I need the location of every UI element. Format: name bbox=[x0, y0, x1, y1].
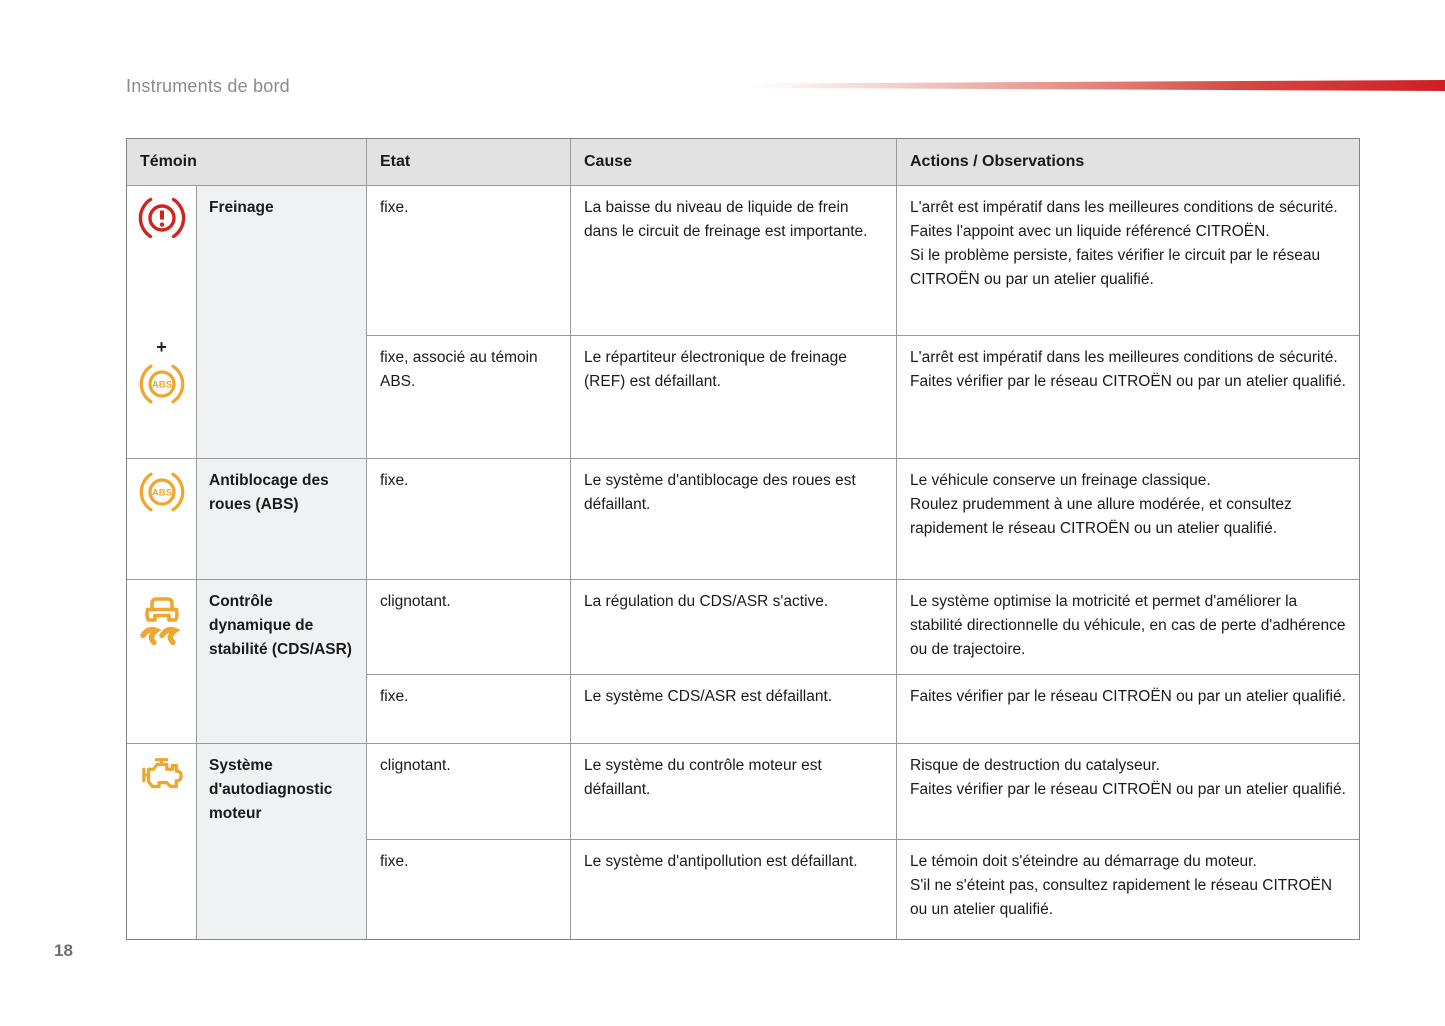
table-row-group-freinage: + ABS Freinage fixe. La baisse du niveau… bbox=[127, 186, 1359, 459]
abs-icon: ABS bbox=[139, 364, 184, 404]
table-row-group-moteur: Système d'autodiagnostic moteur clignota… bbox=[127, 744, 1359, 939]
column-header-temoin: Témoin bbox=[127, 139, 367, 185]
column-header-cause: Cause bbox=[571, 139, 897, 185]
temoin-icon-cell bbox=[127, 744, 197, 939]
svg-text:ABS: ABS bbox=[151, 487, 172, 498]
cause-cell: Le système CDS/ASR est défaillant. bbox=[571, 675, 897, 743]
temoin-name: Contrôle dynamique de stabilité (CDS/ASR… bbox=[197, 580, 367, 743]
temoin-name: Antiblocage des roues (ABS) bbox=[197, 459, 367, 579]
cause-cell: Le système d'antipollution est défaillan… bbox=[571, 840, 897, 939]
table-header-row: Témoin Etat Cause Actions / Observations bbox=[127, 139, 1359, 186]
etat-cell: clignotant. bbox=[367, 580, 571, 674]
etat-cell: fixe. bbox=[367, 840, 571, 939]
temoin-icon-cell bbox=[127, 580, 197, 743]
actions-cell: Risque de destruction du catalyseur. Fai… bbox=[910, 757, 1346, 799]
red-gradient-stripe bbox=[752, 80, 1445, 91]
table-row: fixe. Le système d'antipollution est déf… bbox=[367, 840, 1359, 939]
stability-control-icon bbox=[139, 597, 181, 646]
actions-cell: Le témoin doit s'éteindre au démarrage d… bbox=[910, 853, 1333, 919]
abs-icon: ABS bbox=[139, 472, 184, 512]
etat-cell: fixe. bbox=[367, 459, 571, 579]
etat-cell: clignotant. bbox=[367, 744, 571, 839]
column-header-etat: Etat bbox=[367, 139, 571, 185]
brake-warning-icon bbox=[138, 197, 185, 239]
actions-cell: Le véhicule conserve un freinage classiq… bbox=[910, 472, 1292, 538]
etat-cell: fixe. bbox=[367, 186, 571, 335]
cause-cell: Le système du contrôle moteur est défail… bbox=[571, 744, 897, 839]
table-row-group-cds-asr: Contrôle dynamique de stabilité (CDS/ASR… bbox=[127, 580, 1359, 744]
table-row: fixe. La baisse du niveau de liquide de … bbox=[367, 186, 1359, 336]
etat-cell: fixe, associé au témoin ABS. bbox=[367, 336, 571, 458]
table-row: clignotant. Le système du contrôle moteu… bbox=[367, 744, 1359, 840]
warning-lights-table: Témoin Etat Cause Actions / Observations… bbox=[126, 138, 1360, 940]
cause-cell: La régulation du CDS/ASR s'active. bbox=[571, 580, 897, 674]
cause-cell: Le répartiteur électronique de freinage … bbox=[571, 336, 897, 458]
page-number: 18 bbox=[54, 941, 73, 960]
plus-sign: + bbox=[156, 337, 167, 357]
table-row: fixe, associé au témoin ABS. Le répartit… bbox=[367, 336, 1359, 458]
table-row: clignotant. La régulation du CDS/ASR s'a… bbox=[367, 580, 1359, 675]
actions-cell: L'arrêt est impératif dans les meilleure… bbox=[910, 349, 1346, 391]
actions-cell: Faites vérifier par le réseau CITROËN ou… bbox=[910, 688, 1346, 705]
temoin-name: Freinage bbox=[197, 186, 367, 458]
cause-cell: La baisse du niveau de liquide de frein … bbox=[571, 186, 897, 335]
table-row-group-abs: ABS Antiblocage des roues (ABS) fixe. Le… bbox=[127, 459, 1359, 580]
page-title: Instruments de bord bbox=[126, 76, 290, 96]
temoin-icon-cell: + ABS bbox=[127, 186, 197, 458]
table-row: fixe. Le système d'antiblocage des roues… bbox=[367, 459, 1359, 579]
svg-text:ABS: ABS bbox=[151, 379, 172, 390]
engine-icon bbox=[141, 758, 183, 789]
actions-cell: Le système optimise la motricité et perm… bbox=[910, 593, 1346, 659]
cause-cell: Le système d'antiblocage des roues est d… bbox=[571, 459, 897, 579]
column-header-actions: Actions / Observations bbox=[910, 152, 1085, 170]
table-row: fixe. Le système CDS/ASR est défaillant.… bbox=[367, 675, 1359, 743]
etat-cell: fixe. bbox=[367, 675, 571, 743]
actions-cell: L'arrêt est impératif dans les meilleure… bbox=[910, 199, 1338, 289]
temoin-name: Système d'autodiagnostic moteur bbox=[197, 744, 367, 939]
temoin-icon-cell: ABS bbox=[127, 459, 197, 579]
